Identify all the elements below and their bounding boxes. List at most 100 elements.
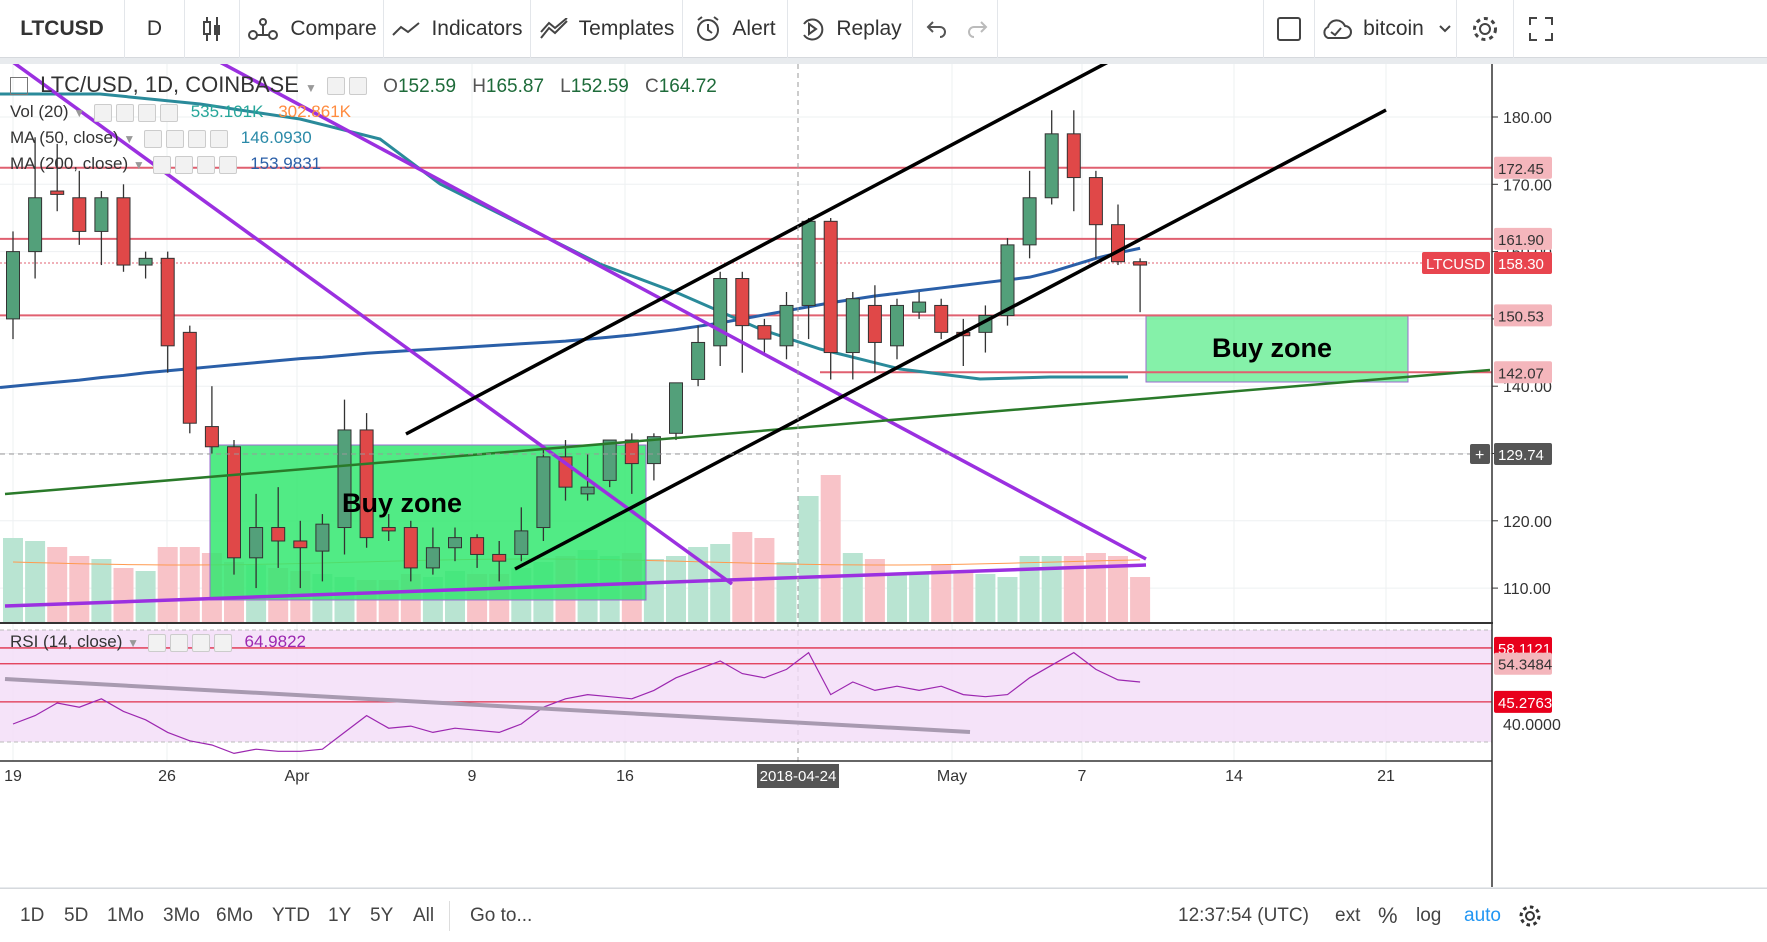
gear-icon[interactable] <box>115 103 134 122</box>
fullscreen-chart-button[interactable] <box>1263 0 1315 58</box>
range-button-5y[interactable]: 5Y <box>370 905 394 926</box>
range-button-3mo[interactable]: 3Mo <box>163 905 200 926</box>
fullscreen-button[interactable] <box>1514 0 1567 58</box>
gear-icon[interactable] <box>349 77 368 96</box>
rsi-value: 64.9822 <box>244 632 306 651</box>
ma-teal-line <box>0 92 1128 381</box>
layout-save-button[interactable]: bitcoin <box>1315 0 1457 58</box>
range-button-all[interactable]: All <box>413 905 435 926</box>
compare-button[interactable]: Compare <box>240 0 384 58</box>
redo-icon <box>967 21 987 38</box>
volume-bar <box>953 571 974 622</box>
close-icon[interactable] <box>213 633 232 652</box>
volume-bar <box>732 532 753 622</box>
chevron-down-icon[interactable]: ▼ <box>305 81 317 95</box>
rsi-tick-label: 40.0000 <box>1503 717 1561 734</box>
log-toggle[interactable]: log <box>1416 889 1441 942</box>
symbol-search[interactable]: LTCUSD <box>0 0 125 58</box>
plus-icon[interactable] <box>191 633 210 652</box>
eye-icon[interactable] <box>144 129 163 148</box>
candle-up <box>425 547 440 569</box>
eye-icon[interactable] <box>147 633 166 652</box>
indicators-button[interactable]: Indicators <box>384 0 531 58</box>
candle-up <box>890 304 904 347</box>
chart-canvas[interactable]: 110.00120.00130.00140.00150.00160.00170.… <box>0 64 1767 887</box>
time-tick-label: 26 <box>158 768 176 785</box>
interval-label: D <box>146 17 163 40</box>
replay-button[interactable]: Replay <box>788 0 913 58</box>
candle-up <box>514 530 529 555</box>
candle-up <box>1000 244 1015 317</box>
chart-type-button[interactable] <box>185 0 240 58</box>
candle-down <box>72 197 87 232</box>
close-icon[interactable] <box>210 129 229 148</box>
gear-icon[interactable] <box>169 633 188 652</box>
candle-up <box>1022 197 1037 246</box>
rsi-label: RSI (14, close) <box>10 632 123 651</box>
price-tick-label: 140.00 <box>1503 379 1552 396</box>
axis-settings-button[interactable] <box>1518 889 1542 942</box>
chart-area[interactable]: 110.00120.00130.00140.00150.00160.00170.… <box>0 64 1767 887</box>
eye-icon[interactable] <box>93 103 112 122</box>
crosshair-price-label: 129.74 <box>1498 447 1544 464</box>
volume-bar <box>864 559 885 622</box>
templates-button[interactable]: Templates <box>531 0 683 58</box>
ma50-legend: MA (50, close) ▼ 146.0930 <box>10 128 312 148</box>
level-161-label-bg <box>1494 227 1552 250</box>
redo-button[interactable] <box>958 0 998 58</box>
plus-icon[interactable] <box>188 129 207 148</box>
trend-line-purple-1 <box>12 64 734 586</box>
gear-icon[interactable] <box>175 155 194 174</box>
collapse-icon[interactable] <box>10 77 28 96</box>
settings-button[interactable] <box>1457 0 1514 58</box>
plus-icon[interactable] <box>197 155 216 174</box>
volume-bar <box>91 559 112 622</box>
percent-toggle[interactable]: % <box>1378 889 1398 942</box>
volume-bar <box>47 547 68 622</box>
candle-up <box>448 537 462 549</box>
price-labels: 172.45 161.90 158.30 LTCUSD 150.53 142.07 129.… <box>1422 156 1552 713</box>
channel-line-lower <box>514 108 1387 571</box>
ext-toggle[interactable]: ext <box>1335 889 1360 942</box>
open-label: O <box>383 76 398 97</box>
candle-up <box>249 527 264 559</box>
goto-button[interactable]: Go to... <box>470 889 532 942</box>
volume-bar <box>3 538 23 622</box>
candle-up <box>669 382 683 434</box>
alert-button[interactable]: Alert <box>683 0 788 58</box>
candle-down <box>116 197 131 266</box>
close-icon[interactable] <box>159 103 178 122</box>
range-button-6mo[interactable]: 6Mo <box>216 905 253 926</box>
eye-icon[interactable] <box>153 155 172 174</box>
eye-icon[interactable] <box>327 77 346 96</box>
candle-up <box>801 220 816 306</box>
volume-bar <box>842 553 863 622</box>
time-tick-label: 16 <box>616 768 634 785</box>
volume-bar <box>643 559 664 622</box>
crosshair-price-label-bg <box>1494 443 1552 465</box>
candle-down <box>470 537 485 555</box>
range-button-1y[interactable]: 1Y <box>328 905 352 926</box>
close-icon[interactable] <box>219 155 238 174</box>
volume-bar <box>1063 556 1084 622</box>
gear-icon[interactable] <box>166 129 185 148</box>
rsi-legend: RSI (14, close) ▼ 64.9822 <box>10 632 306 652</box>
range-button-1d[interactable]: 1D <box>20 905 45 926</box>
range-button-ytd[interactable]: YTD <box>272 905 310 926</box>
range-button-1mo[interactable]: 1Mo <box>107 905 144 926</box>
plus-icon[interactable] <box>137 103 156 122</box>
volume-bar <box>69 556 90 622</box>
volume-bar <box>710 544 731 622</box>
candle-down <box>293 540 308 549</box>
volume-bar <box>113 568 134 622</box>
undo-button[interactable] <box>913 0 958 58</box>
range-button-5d[interactable]: 5D <box>64 905 89 926</box>
interval-button[interactable]: D <box>125 0 185 58</box>
buy-zone-label-1: Buy zone <box>342 488 463 518</box>
buy-zone-2-rect <box>1145 315 1409 383</box>
last-price-label-bg <box>1494 252 1552 275</box>
level-172-label-bg <box>1494 156 1552 179</box>
auto-toggle[interactable]: auto <box>1464 889 1501 942</box>
clock[interactable]: 12:37:54 (UTC) <box>1178 889 1309 942</box>
bottom-toolbar: 1D 5D 1Mo 3Mo 6Mo YTD 1Y 5Y All Go to... 12:37:5… <box>0 888 1767 942</box>
